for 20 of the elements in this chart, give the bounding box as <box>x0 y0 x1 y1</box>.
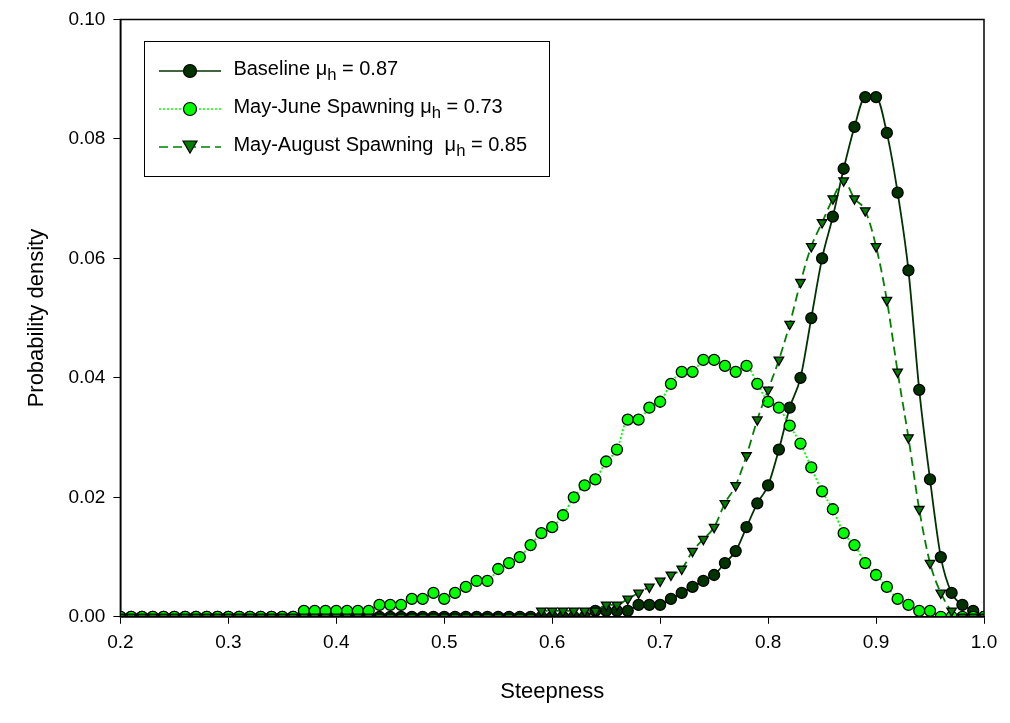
x-tick-label: 0.2 <box>107 631 134 653</box>
x-tick-label: 0.4 <box>323 631 350 653</box>
y-tick-label: 0.06 <box>68 246 106 268</box>
x-tick-label: 0.5 <box>431 631 458 653</box>
legend-label: Baseline μ$_{h}$ = 0.87 <box>233 57 399 86</box>
legend-label: May-June Spawning μ$_{h}$ = 0.73 <box>233 95 503 124</box>
x-tick-label: 0.3 <box>215 631 242 653</box>
x-tick-label: 0.7 <box>646 631 674 653</box>
x-tick-label: 1.0 <box>970 631 998 653</box>
y-tick-label: 0.10 <box>68 7 106 29</box>
legend-label: May-August Spawning μ$_{h}$ = 0.85 <box>233 133 528 162</box>
x-tick-label: 0.9 <box>862 631 890 653</box>
x-axis-title: Steepness <box>500 677 605 703</box>
x-tick-label: 0.8 <box>754 631 782 653</box>
y-tick-label: 0.08 <box>68 127 106 149</box>
x-tick-label: 0.6 <box>538 631 566 653</box>
y-axis-title: Probability density <box>23 228 49 408</box>
y-tick-label: 0.04 <box>68 366 106 388</box>
y-tick-label: 0.02 <box>68 485 106 507</box>
y-tick-label: 0.00 <box>68 605 106 627</box>
